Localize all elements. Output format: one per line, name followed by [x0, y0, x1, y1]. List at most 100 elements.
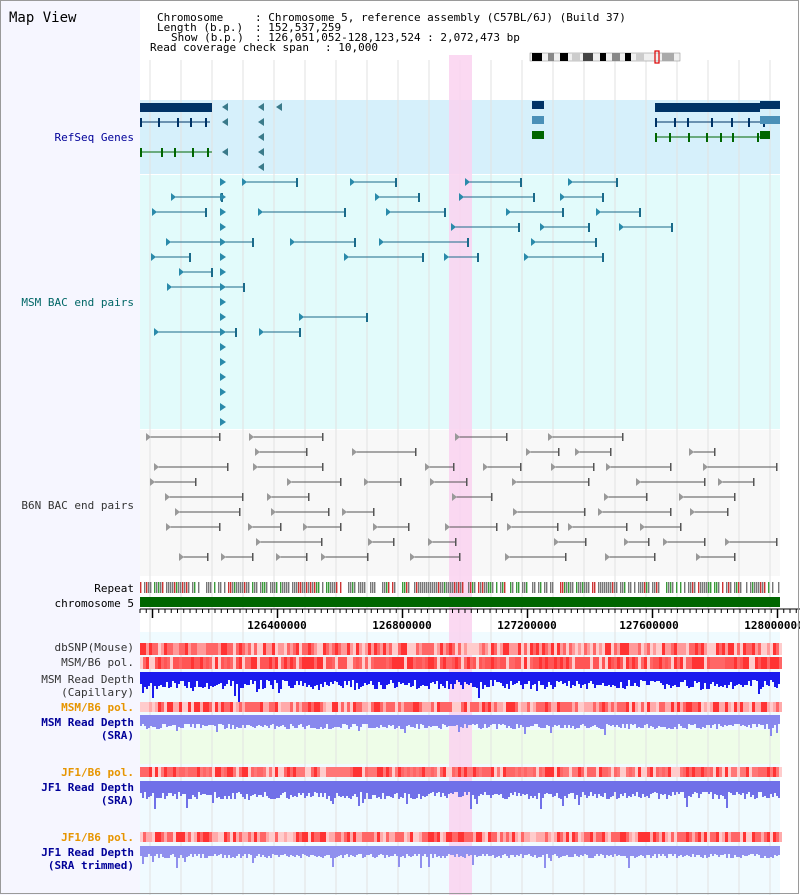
read-depth-bar [534, 715, 536, 724]
polymorphism-mark [368, 643, 371, 655]
polymorphism-mark [422, 702, 425, 712]
read-depth-bar [260, 672, 262, 680]
bac-end-marker [328, 508, 330, 516]
polymorphism-mark [386, 643, 389, 655]
axis-tick-label: 126400000 [247, 619, 307, 632]
read-depth-bar [204, 715, 206, 726]
repeat-mark [336, 582, 338, 593]
repeat-mark [186, 582, 188, 593]
read-depth-bar [550, 781, 552, 794]
polymorphism-mark [293, 832, 296, 842]
repeat-mark [394, 582, 396, 593]
polymorphism-mark [581, 767, 584, 777]
polymorphism-mark [377, 657, 380, 669]
track-label-msm-depth-capillary[interactable]: MSM Read Depth (Capillary) [41, 673, 134, 699]
polymorphism-mark [608, 657, 611, 669]
repeat-mark [644, 582, 646, 593]
repeat-mark [234, 582, 236, 593]
read-depth-bar [158, 846, 160, 858]
read-depth-bar [174, 715, 176, 725]
polymorphism-mark [260, 657, 263, 669]
read-depth-bar [332, 846, 334, 867]
read-depth-bar [418, 846, 420, 854]
bac-end-marker [227, 463, 229, 471]
track-label-b6n-bac[interactable]: B6N BAC end pairs [21, 499, 134, 512]
read-depth-bar [704, 672, 706, 683]
polymorphism-mark [362, 832, 365, 842]
read-depth-bar [420, 715, 422, 724]
read-depth-bar [306, 781, 308, 796]
polymorphism-mark [320, 767, 323, 777]
read-depth-bar [600, 781, 602, 796]
bac-end-marker [430, 478, 435, 486]
polymorphism-mark [446, 643, 449, 655]
read-depth-bar [370, 846, 372, 854]
bac-end-marker [451, 223, 456, 231]
track-label-msm-depth-sra[interactable]: MSM Read Depth (SRA) [41, 716, 134, 742]
read-depth-bar [542, 672, 544, 685]
read-depth-bar [362, 715, 364, 724]
polymorphism-mark [152, 832, 155, 842]
polymorphism-mark [149, 657, 152, 669]
polymorphism-mark [659, 643, 662, 655]
track-label-msm-b6-pol[interactable]: MSM/B6 pol. [61, 656, 134, 669]
bac-end-marker [344, 253, 349, 261]
track-label-dbsnp[interactable]: dbSNP(Mouse) [54, 641, 134, 654]
read-depth-bar [586, 781, 588, 798]
polymorphism-mark [593, 832, 596, 842]
read-depth-bar [324, 672, 326, 682]
read-depth-bar [438, 846, 440, 856]
polymorphism-mark [455, 657, 458, 669]
repeat-mark [220, 582, 222, 593]
repeat-mark [666, 582, 668, 593]
polymorphism-mark [401, 767, 404, 777]
repeat-mark [710, 582, 712, 593]
polymorphism-mark [272, 643, 275, 655]
polymorphism-mark [209, 767, 212, 777]
track-label-msm-b6-pol-2[interactable]: MSM/B6 pol. [61, 701, 134, 714]
read-depth-bar [266, 715, 268, 726]
polymorphism-mark [479, 702, 482, 712]
track-label-msm-bac[interactable]: MSM BAC end pairs [21, 296, 134, 309]
read-depth-bar [230, 715, 232, 729]
polymorphism-mark [299, 657, 302, 669]
track-label-chromosome[interactable]: chromosome 5 [54, 597, 134, 610]
repeat-mark [562, 582, 564, 593]
read-depth-bar [752, 846, 754, 854]
read-depth-bar [302, 781, 304, 793]
read-depth-bar [318, 672, 320, 690]
polymorphism-mark [635, 643, 638, 655]
polymorphism-mark [560, 657, 563, 669]
polymorphism-mark [383, 832, 386, 842]
polymorphism-mark [539, 643, 542, 655]
gene-arrow [222, 118, 228, 126]
polymorphism-mark [734, 767, 737, 777]
read-depth-bar [382, 846, 384, 855]
read-depth-bar [658, 715, 660, 726]
polymorphism-mark [746, 643, 749, 655]
polymorphism-mark [296, 657, 299, 669]
polymorphism-mark [596, 657, 599, 669]
read-depth-bar [678, 781, 680, 794]
polymorphism-mark [638, 657, 641, 669]
track-label-repeat[interactable]: Repeat [94, 582, 134, 595]
read-depth-bar [698, 846, 700, 855]
repeat-mark [270, 582, 272, 593]
polymorphism-mark [173, 832, 176, 842]
polymorphism-mark [521, 657, 524, 669]
read-depth-bar [254, 672, 256, 681]
track-label-jf1-depth-sra[interactable]: JF1 Read Depth (SRA) [41, 781, 134, 807]
bac-end-marker [565, 553, 567, 561]
track-label-jf1-b6-pol[interactable]: JF1/B6 pol. [61, 766, 134, 779]
track-label-jf1-b6-pol-2[interactable]: JF1/B6 pol. [61, 831, 134, 844]
polymorphism-mark [482, 702, 485, 712]
read-depth-bar [278, 715, 280, 727]
read-depth-bar [412, 672, 414, 686]
read-depth-bar [512, 781, 514, 795]
track-label-jf1-depth-trimmed[interactable]: JF1 Read Depth (SRA trimmed) [41, 846, 134, 872]
read-depth-bar [612, 672, 614, 685]
read-depth-bar [568, 781, 570, 794]
track-label-refseq[interactable]: RefSeq Genes [54, 131, 134, 144]
read-depth-bar [530, 846, 532, 856]
